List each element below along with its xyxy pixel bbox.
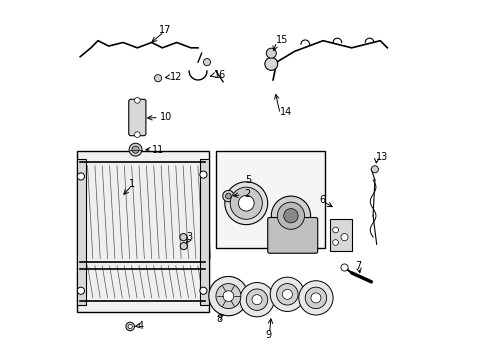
Text: 5: 5 (244, 175, 251, 185)
Circle shape (180, 243, 187, 249)
Circle shape (298, 281, 332, 315)
Text: 1: 1 (129, 179, 135, 189)
Text: 16: 16 (214, 69, 226, 80)
Text: 4: 4 (137, 321, 143, 331)
Circle shape (180, 234, 186, 241)
Circle shape (340, 264, 347, 271)
Circle shape (200, 287, 206, 294)
Bar (77, 152, 208, 312)
Circle shape (222, 190, 234, 202)
Circle shape (208, 276, 247, 316)
Circle shape (200, 171, 206, 178)
Circle shape (277, 202, 304, 229)
Text: 9: 9 (265, 330, 271, 341)
Circle shape (310, 293, 320, 303)
Circle shape (238, 195, 254, 211)
Circle shape (128, 324, 132, 329)
Circle shape (230, 187, 262, 219)
Circle shape (332, 227, 338, 233)
Circle shape (224, 182, 267, 225)
Text: 2: 2 (233, 189, 250, 199)
Circle shape (216, 284, 241, 309)
Text: 8: 8 (216, 314, 222, 324)
Circle shape (305, 287, 326, 309)
Text: 15: 15 (276, 35, 288, 45)
Circle shape (282, 289, 292, 299)
Circle shape (270, 277, 304, 311)
Circle shape (225, 193, 231, 199)
Circle shape (264, 58, 277, 70)
Text: 3: 3 (186, 232, 192, 242)
Text: 12: 12 (169, 72, 182, 82)
Circle shape (154, 75, 162, 82)
Text: 13: 13 (375, 152, 387, 162)
Circle shape (340, 234, 347, 241)
Circle shape (283, 208, 298, 223)
Bar (329, 219, 351, 251)
Bar (216, 152, 324, 248)
Circle shape (129, 143, 142, 156)
Circle shape (77, 173, 84, 180)
Circle shape (134, 98, 140, 103)
Text: 6: 6 (319, 195, 325, 204)
Circle shape (276, 284, 298, 305)
Circle shape (370, 166, 378, 173)
Circle shape (203, 59, 210, 66)
Circle shape (240, 283, 274, 317)
Text: 14: 14 (280, 107, 292, 117)
Text: 11: 11 (152, 145, 164, 155)
Text: 17: 17 (159, 25, 171, 35)
Circle shape (134, 132, 140, 138)
Circle shape (271, 196, 310, 235)
Circle shape (266, 48, 276, 58)
Bar (77, 158, 85, 305)
Circle shape (125, 322, 134, 331)
Circle shape (246, 289, 267, 310)
Text: 10: 10 (159, 112, 171, 122)
Circle shape (251, 295, 262, 305)
Circle shape (77, 287, 84, 294)
FancyBboxPatch shape (267, 217, 317, 253)
Circle shape (332, 240, 338, 246)
Circle shape (223, 291, 233, 301)
Circle shape (132, 146, 139, 153)
Text: 7: 7 (354, 261, 361, 271)
Bar (200, 158, 208, 305)
FancyBboxPatch shape (128, 99, 145, 136)
